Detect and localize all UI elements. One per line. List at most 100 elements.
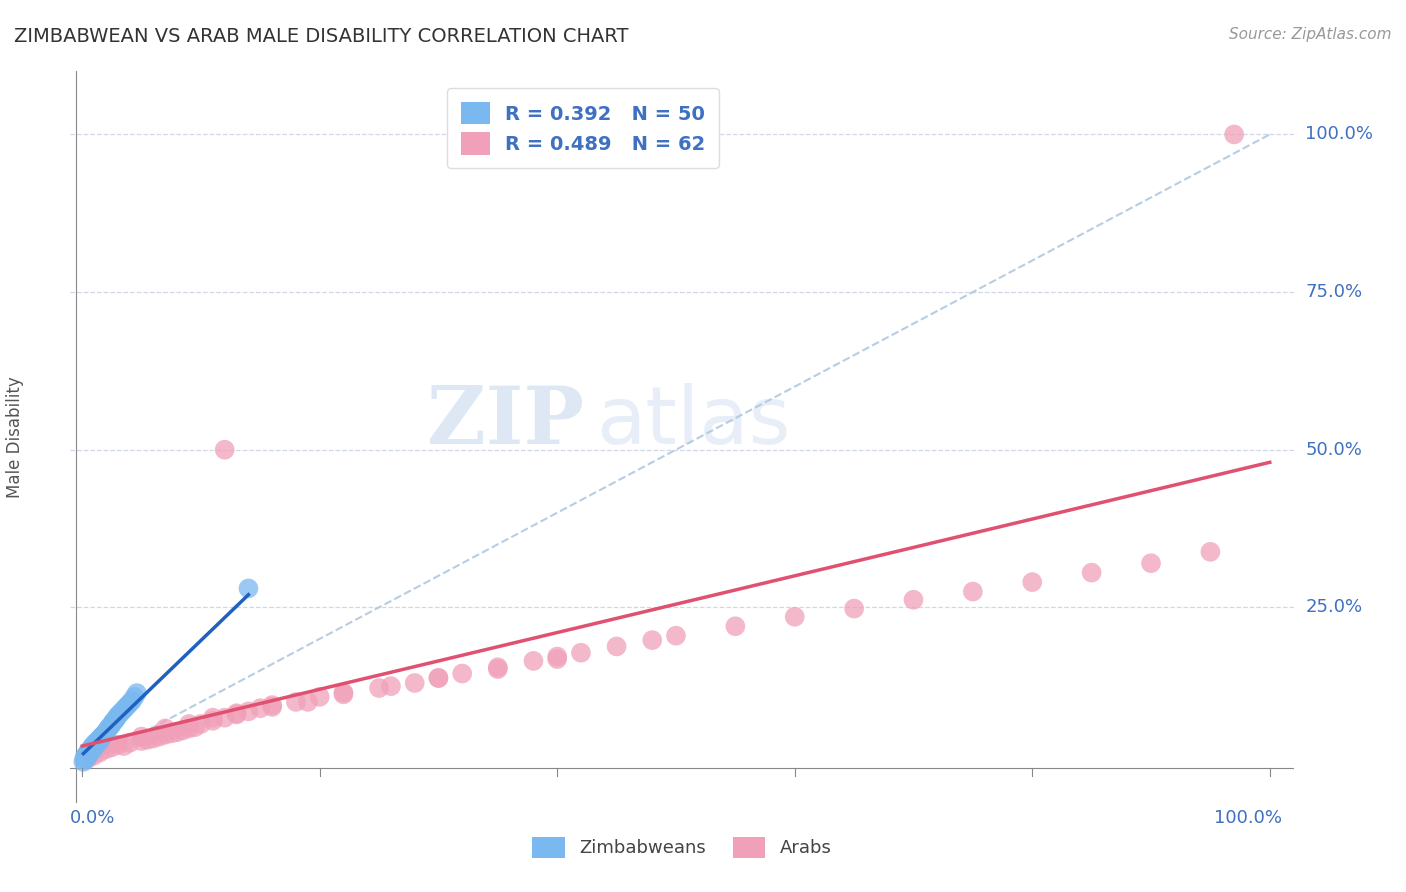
Point (111, 704, 134, 718)
Text: 0.0%: 0.0% (70, 809, 115, 827)
Point (108, 706, 131, 721)
Point (97, 722, 120, 736)
Text: 25.0%: 25.0% (1305, 599, 1362, 616)
Point (83, 740, 105, 755)
Point (142, 731, 165, 746)
Point (177, 717, 200, 731)
Point (201, 714, 224, 728)
Point (214, 442, 236, 457)
Point (75, 752, 97, 766)
Point (121, 693, 143, 707)
Point (166, 725, 188, 739)
Point (107, 708, 129, 723)
Point (1021, 575, 1043, 590)
Point (201, 711, 224, 725)
Point (84, 739, 107, 753)
Point (86, 734, 108, 748)
Point (117, 698, 139, 713)
Point (91, 729, 114, 743)
Point (101, 717, 124, 731)
Point (101, 715, 124, 730)
Text: ZIMBABWEAN VS ARAB MALE DISABILITY CORRELATION CHART: ZIMBABWEAN VS ARAB MALE DISABILITY CORRE… (14, 27, 628, 45)
Point (100, 719, 122, 733)
Point (903, 592, 925, 607)
Point (80, 744, 103, 758)
Point (124, 690, 146, 704)
Point (606, 640, 628, 654)
Point (82, 739, 104, 753)
Point (486, 660, 509, 674)
Legend: Zimbabweans, Arabs: Zimbabweans, Arabs (523, 828, 841, 867)
Point (73, 753, 96, 767)
Point (79, 747, 101, 761)
Point (73, 750, 96, 764)
Point (380, 679, 402, 693)
Point (83, 738, 105, 752)
Point (75, 748, 97, 763)
Point (93, 726, 115, 740)
Point (404, 676, 426, 690)
Point (80, 740, 103, 755)
Text: Source: ZipAtlas.com: Source: ZipAtlas.com (1229, 27, 1392, 42)
Point (172, 723, 194, 738)
Point (155, 728, 177, 742)
Point (297, 695, 319, 709)
Point (125, 686, 148, 700)
Point (118, 736, 141, 750)
Point (427, 671, 450, 685)
Point (332, 685, 354, 699)
Point (238, 705, 260, 719)
Point (262, 698, 284, 712)
Point (87, 732, 110, 747)
Text: 100.0%: 100.0% (1305, 126, 1374, 144)
Point (94, 742, 117, 756)
Point (79, 744, 101, 758)
Text: 75.0%: 75.0% (1305, 283, 1362, 301)
Point (155, 722, 177, 736)
Point (136, 732, 159, 747)
Point (89, 734, 111, 748)
Point (112, 739, 135, 753)
Point (1140, 556, 1163, 570)
Text: 50.0%: 50.0% (1305, 441, 1362, 458)
Point (225, 706, 247, 721)
Text: Male Disability: Male Disability (6, 376, 24, 498)
Point (451, 666, 474, 681)
Point (641, 633, 664, 648)
Point (79, 745, 101, 759)
Point (77, 748, 100, 763)
Point (214, 711, 236, 725)
Point (569, 646, 592, 660)
Point (184, 720, 207, 734)
Point (118, 696, 141, 710)
Point (962, 584, 984, 599)
Point (82, 742, 104, 756)
Point (94, 725, 117, 739)
Point (148, 730, 170, 744)
Point (114, 701, 136, 715)
Point (225, 707, 247, 722)
Point (76, 750, 98, 764)
Point (190, 717, 212, 731)
Point (783, 609, 806, 624)
Point (368, 681, 391, 695)
Point (238, 582, 260, 596)
Point (842, 601, 865, 615)
Point (83, 748, 105, 763)
Point (101, 740, 124, 755)
Point (90, 730, 112, 744)
Text: ZIP: ZIP (427, 384, 583, 461)
Point (546, 652, 568, 666)
Point (546, 649, 568, 664)
Point (79, 742, 101, 756)
Point (96, 723, 118, 738)
Point (98, 720, 121, 734)
Point (1080, 566, 1102, 580)
Point (1223, 128, 1246, 142)
Point (86, 738, 108, 752)
Point (1199, 545, 1222, 559)
Point (131, 734, 153, 748)
Point (77, 745, 100, 759)
Point (160, 726, 183, 740)
Point (105, 711, 128, 725)
